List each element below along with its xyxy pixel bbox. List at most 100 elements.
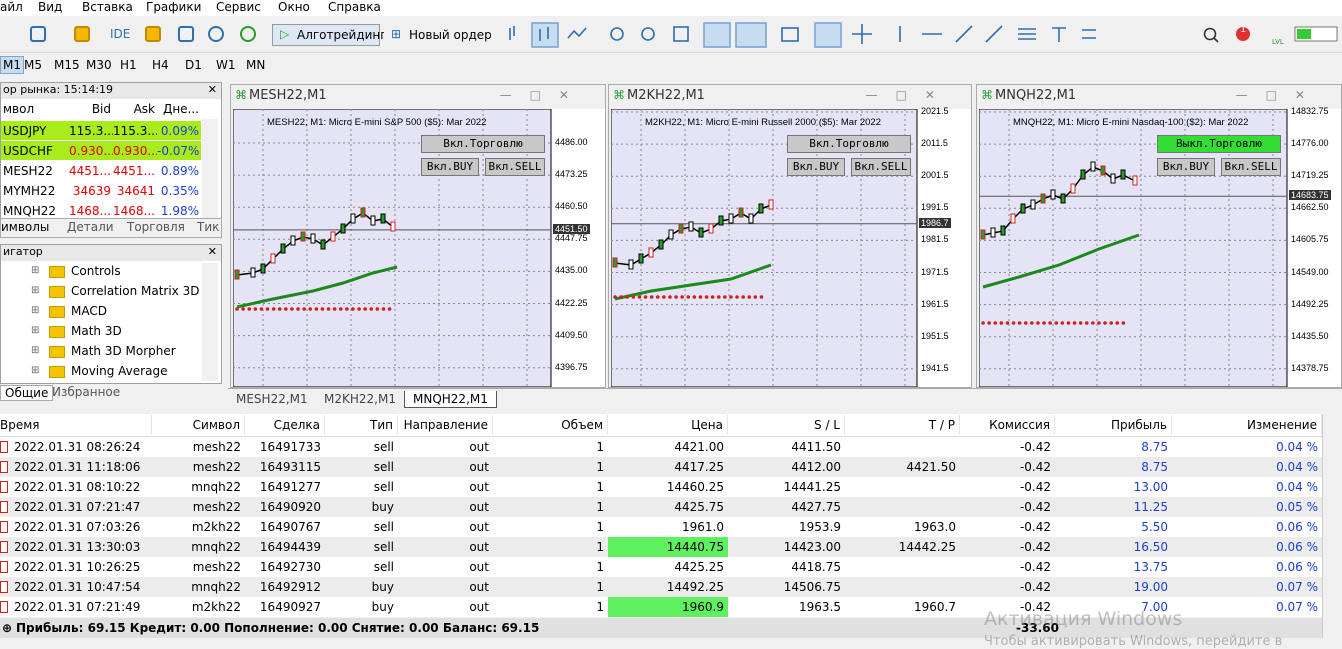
tab[interactable]: Тик bbox=[197, 220, 219, 234]
history-cell: 0.06 % bbox=[1172, 517, 1322, 537]
folder-icon bbox=[49, 366, 65, 378]
history-cell: 16490767 bbox=[245, 517, 325, 537]
market-watch: ор рынка: 15:14:19✕ мволBidAskДне...USDJ… bbox=[0, 82, 222, 238]
menu-item[interactable]: Сервис bbox=[216, 0, 261, 14]
folder-icon bbox=[49, 326, 65, 338]
column-header[interactable]: T / P bbox=[845, 415, 960, 435]
column-header[interactable]: Объем bbox=[493, 415, 608, 435]
chart-description: MNQH22, M1: Micro E-mini Nasdaq-100 ($2)… bbox=[1013, 117, 1248, 128]
history-cell: 13.00 bbox=[1055, 477, 1172, 497]
menu-item[interactable]: Справка bbox=[328, 0, 381, 14]
menu-item[interactable]: Графики bbox=[146, 0, 201, 14]
price-tick-label: 14435.50 bbox=[1291, 331, 1329, 341]
timeframe-button[interactable]: M5 bbox=[24, 58, 42, 72]
column-header[interactable]: Направление bbox=[398, 415, 493, 435]
panel-title: ор рынка: 15:14:19 bbox=[3, 83, 113, 96]
history-cell: 1 bbox=[493, 437, 608, 457]
history-cell: out bbox=[398, 437, 493, 457]
candle bbox=[391, 222, 395, 231]
navigator-item[interactable]: Moving Average bbox=[71, 364, 167, 378]
history-cell: 0.04 % bbox=[1172, 457, 1322, 477]
icon bbox=[208, 26, 224, 42]
timeframe-button[interactable]: M30 bbox=[86, 58, 112, 72]
column-header[interactable]: S / L bbox=[728, 415, 845, 435]
history-cell: 8.75 bbox=[1055, 437, 1172, 457]
ide-button[interactable]: IDE bbox=[110, 27, 130, 41]
price-tick-label: 14719.25 bbox=[1291, 170, 1329, 180]
status-icons bbox=[1200, 24, 1342, 46]
timeframe-button[interactable]: H4 bbox=[152, 58, 169, 72]
buy-button[interactable]: Вкл.BUY bbox=[421, 158, 479, 176]
column-header[interactable]: Тип bbox=[325, 415, 398, 435]
history-cell: m2kh22 bbox=[152, 597, 245, 617]
column-header[interactable]: Комиссия bbox=[960, 415, 1055, 435]
history-cell: 2022.01.31 08:26:24 bbox=[0, 437, 152, 457]
candle bbox=[235, 270, 239, 279]
history-cell: 14460.25 bbox=[608, 477, 728, 497]
sell-button[interactable]: Вкл.SELL bbox=[485, 158, 545, 176]
history-cell: mnqh22 bbox=[152, 537, 245, 557]
timeframe-button[interactable]: M1 bbox=[0, 56, 24, 74]
navigator-item[interactable]: Controls bbox=[71, 264, 121, 278]
chart-tab[interactable]: M2KH22,M1 bbox=[316, 391, 404, 407]
menu-item[interactable]: Окно bbox=[278, 0, 310, 14]
tab[interactable]: Торговля bbox=[127, 220, 185, 234]
menu-item[interactable]: Вид bbox=[38, 0, 62, 14]
navigator-item[interactable]: Correlation Matrix 3D bbox=[71, 284, 199, 298]
column-header[interactable]: Цена bbox=[608, 415, 728, 435]
history-cell: 2022.01.31 07:21:49 bbox=[0, 597, 152, 617]
menu-item[interactable]: Вставка bbox=[82, 0, 133, 14]
trade-button[interactable]: Вкл.Торговлю bbox=[421, 135, 545, 153]
icon bbox=[240, 26, 256, 42]
history-cell: sell bbox=[325, 537, 398, 557]
sell-button[interactable]: Вкл.SELL bbox=[1221, 158, 1281, 176]
tab[interactable]: Общие bbox=[0, 385, 53, 401]
price-tick-label: 4409.50 bbox=[555, 330, 588, 340]
chart-tab[interactable]: MESH22,M1 bbox=[228, 391, 316, 407]
chart-description: MESH22, M1: Micro E-mini S&P 500 ($5): M… bbox=[267, 117, 486, 128]
timeframe-button[interactable]: D1 bbox=[185, 58, 202, 72]
history-cell: out bbox=[398, 537, 493, 557]
history-cell: buy bbox=[325, 497, 398, 517]
expander: ⊞ bbox=[31, 305, 39, 316]
chart-tab[interactable]: MNQH22,M1 bbox=[404, 391, 497, 408]
navigator-item[interactable]: Math 3D bbox=[71, 324, 122, 338]
history-cell: -0.42 bbox=[960, 557, 1055, 577]
sell-button[interactable]: Вкл.SELL bbox=[851, 158, 911, 176]
candle bbox=[689, 222, 693, 231]
navigator-item[interactable]: Math 3D Morpher bbox=[71, 344, 176, 358]
history-cell: -0.42 bbox=[960, 497, 1055, 517]
timeframe-button[interactable]: H1 bbox=[120, 58, 137, 72]
candle bbox=[351, 214, 355, 223]
chart-plot: 14832.7514776.0014719.2514662.5014605.75… bbox=[979, 109, 1341, 387]
column-header[interactable]: Символ bbox=[152, 415, 245, 435]
column-header[interactable]: Время bbox=[0, 415, 152, 435]
tab[interactable]: имволы bbox=[1, 220, 49, 234]
close-icon[interactable]: ✕ bbox=[208, 83, 217, 96]
timeframe-button[interactable]: MN bbox=[246, 58, 265, 72]
trade-button[interactable]: Вкл.Торговлю bbox=[787, 135, 911, 153]
footer-summary: Прибыль: 69.15 Кредит: 0.00 Пополнение: … bbox=[16, 618, 539, 638]
timeframe-button[interactable]: M15 bbox=[54, 58, 80, 72]
history-cell: 11.25 bbox=[1055, 497, 1172, 517]
trade-button[interactable]: Выкл.Торговлю bbox=[1157, 135, 1281, 153]
tab[interactable]: Избранное bbox=[52, 385, 120, 399]
column-header[interactable]: Изменение bbox=[1172, 415, 1322, 435]
buy-button[interactable]: Вкл.BUY bbox=[1157, 158, 1215, 176]
timeframe-button[interactable]: W1 bbox=[216, 58, 236, 72]
expander: ⊞ bbox=[31, 265, 39, 276]
menu-item[interactable]: айл bbox=[0, 0, 23, 14]
candle bbox=[1031, 200, 1035, 209]
new-order-button[interactable]: Новый ордер⊞ bbox=[384, 24, 490, 46]
current-price-label: 1986.7 bbox=[919, 218, 951, 228]
buy-button[interactable]: Вкл.BUY bbox=[787, 158, 845, 176]
candle bbox=[371, 216, 375, 225]
plus-icon: ⊞ bbox=[391, 27, 401, 41]
tab[interactable]: Детали bbox=[67, 220, 114, 234]
column-header[interactable]: Прибыль bbox=[1055, 415, 1172, 435]
column-header[interactable]: Сделка bbox=[245, 415, 325, 435]
close-icon[interactable]: ✕ bbox=[208, 245, 217, 258]
navigator-item[interactable]: MACD bbox=[71, 304, 107, 318]
history-cell: sell bbox=[325, 557, 398, 577]
algo-trading-button[interactable]: Алготрейдинг▷ bbox=[272, 24, 380, 46]
